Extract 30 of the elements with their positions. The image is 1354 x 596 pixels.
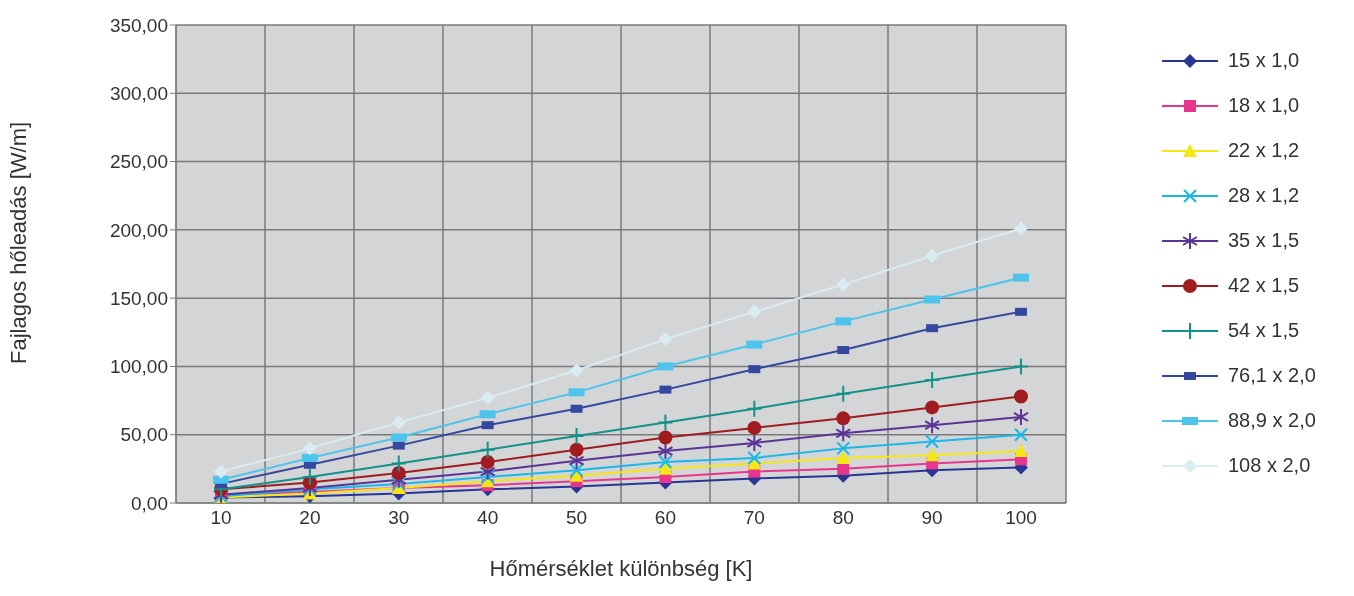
x-tick-label: 60 xyxy=(654,507,677,529)
x-tick-label: 50 xyxy=(565,507,588,529)
legend-label: 28 x 1,2 xyxy=(1228,184,1300,207)
y-tick-label: 250,00 xyxy=(109,151,168,173)
x-tick-label: 80 xyxy=(832,507,854,529)
y-tick-label: 0,00 xyxy=(131,492,168,514)
x-tick-label: 10 xyxy=(210,507,232,529)
y-axis-title: Fajlagos hőleadás [W/m] xyxy=(5,121,31,364)
x-tick-label: 20 xyxy=(299,507,321,529)
x-tick-label: 90 xyxy=(921,507,943,529)
legend-label: 88,9 x 2,0 xyxy=(1228,409,1316,432)
legend-label: 42 x 1,5 xyxy=(1228,274,1300,297)
legend-label: 54 x 1,5 xyxy=(1228,319,1300,342)
x-axis-title: Hőmérséklet különbség [K] xyxy=(489,556,753,581)
legend-label: 15 x 1,0 xyxy=(1228,49,1300,72)
y-tick-label: 200,00 xyxy=(109,219,168,241)
y-tick-label: 150,00 xyxy=(109,287,168,309)
x-tick-label: 70 xyxy=(743,507,765,529)
x-tick-label: 40 xyxy=(477,507,499,529)
x-tick-label: 30 xyxy=(388,507,410,529)
legend-label: 108 x 2,0 xyxy=(1228,454,1311,477)
y-tick-label: 100,00 xyxy=(109,356,168,378)
x-tick-label: 100 xyxy=(1005,507,1037,529)
y-tick-label: 50,00 xyxy=(120,424,168,446)
legend-label: 18 x 1,0 xyxy=(1228,94,1300,117)
y-tick-label: 300,00 xyxy=(109,83,168,105)
legend-label: 35 x 1,5 xyxy=(1228,229,1300,252)
y-tick-label: 350,00 xyxy=(109,14,168,36)
legend-label: 22 x 1,2 xyxy=(1228,139,1300,162)
legend-label: 76,1 x 2,0 xyxy=(1228,364,1316,387)
